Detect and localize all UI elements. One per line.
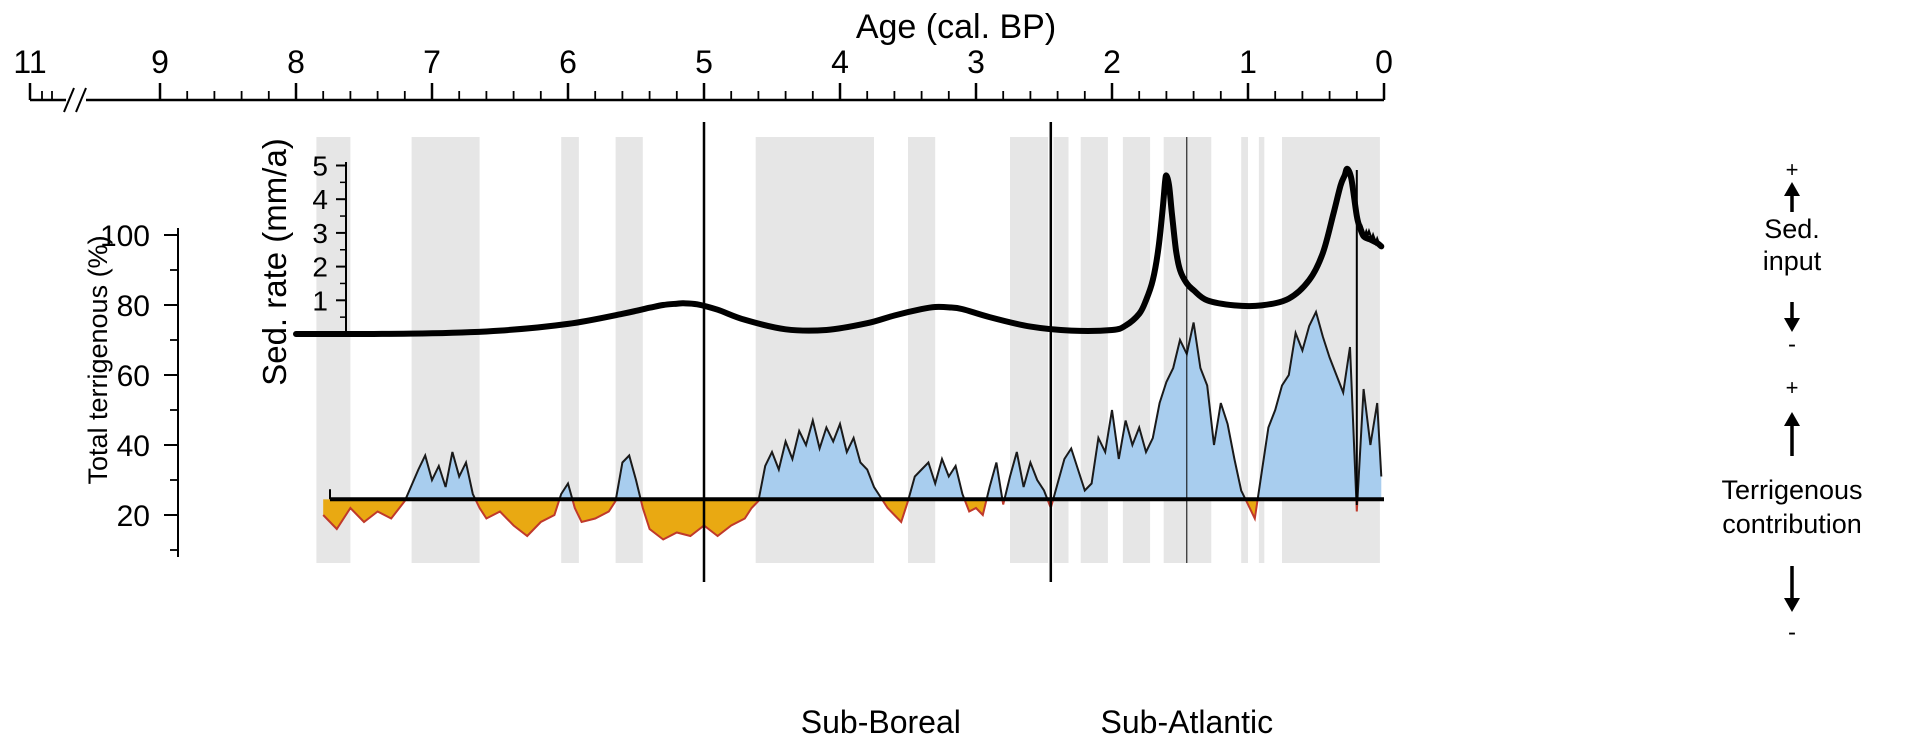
period-labels: Sub-Boreal Sub-Atlantic [801,704,1273,740]
terrigenous-tick-label: 80 [117,290,150,323]
sed-input-label-2: input [1763,246,1822,276]
age-tick-label: 0 [1375,44,1393,80]
grey-band [1258,137,1265,563]
terrigenous-tick-label: 100 [100,220,150,253]
terrigenous-plus: + [1786,375,1799,400]
age-tick-label: 5 [695,44,713,80]
age-tick-label: 11 [13,44,46,80]
age-tick-label: 9 [151,44,169,80]
terrigenous-label-1: Terrigenous [1721,475,1862,505]
sed-rate-tick-label: 1 [312,285,328,316]
sed-input-down-arrowhead [1784,318,1800,332]
terrigenous-tick-label: 20 [117,500,150,533]
grey-band [1241,137,1248,563]
age-axis: Age (cal. BP) 11 9 8 7 6 5 4 3 2 1 0 [13,8,1393,113]
terrigenous-line-negative [322,499,1359,541]
terrigenous-area-positive [323,312,1382,500]
sed-rate-tick-label: 4 [312,184,328,215]
axis-break-mark [63,87,75,113]
sed-rate-tick-label: 3 [312,218,328,249]
sed-input-plus: + [1786,157,1799,182]
grey-band [316,137,351,563]
age-tick-label: 7 [423,44,441,80]
terrigenous-axis: Total terrigenous (%) 20 40 60 80 100 [83,220,179,557]
grey-band [1053,137,1069,563]
sed-rate-axis-title: Sed. rate (mm/a) [256,138,293,386]
age-axis-title: Age (cal. BP) [856,8,1056,46]
sed-rate-tick-label: 5 [312,151,328,182]
terrigenous-area-negative [323,499,1382,540]
sed-input-up-arrowhead [1784,182,1800,196]
age-tick-label: 6 [559,44,577,80]
sed-input-label-1: Sed. [1764,214,1820,244]
sed-rate-line [293,165,1385,338]
sed-rate-layer [293,165,1385,338]
period-label: Sub-Boreal [801,704,961,740]
axis-break-mark [75,87,87,113]
terrigenous-label-2: contribution [1722,509,1862,539]
grey-band [561,137,579,563]
sed-input-minus: - [1788,331,1796,358]
sed-rate-tail [1356,221,1381,247]
terrigenous-area-layer [322,309,1384,541]
terrigenous-line [404,309,1383,500]
period-label: Sub-Atlantic [1101,704,1274,740]
right-annotations: + Sed. input - + Terrigenous contributio… [1721,157,1862,646]
terrigenous-tick-label: 40 [117,430,150,463]
terrigenous-minus: - [1788,619,1796,646]
terrigenous-tick-label: 60 [117,360,150,393]
age-tick-label: 3 [967,44,985,80]
age-tick-label: 4 [831,44,849,80]
age-tick-label: 8 [287,44,305,80]
terrigenous-axis-title: Total terrigenous (%) [83,235,113,484]
terrigenous-up-arrowhead [1784,412,1800,426]
sed-rate-tick-label: 2 [312,252,328,283]
age-tick-label: 2 [1103,44,1121,80]
age-tick-label: 1 [1239,44,1257,80]
terrigenous-down-arrowhead [1784,598,1800,612]
